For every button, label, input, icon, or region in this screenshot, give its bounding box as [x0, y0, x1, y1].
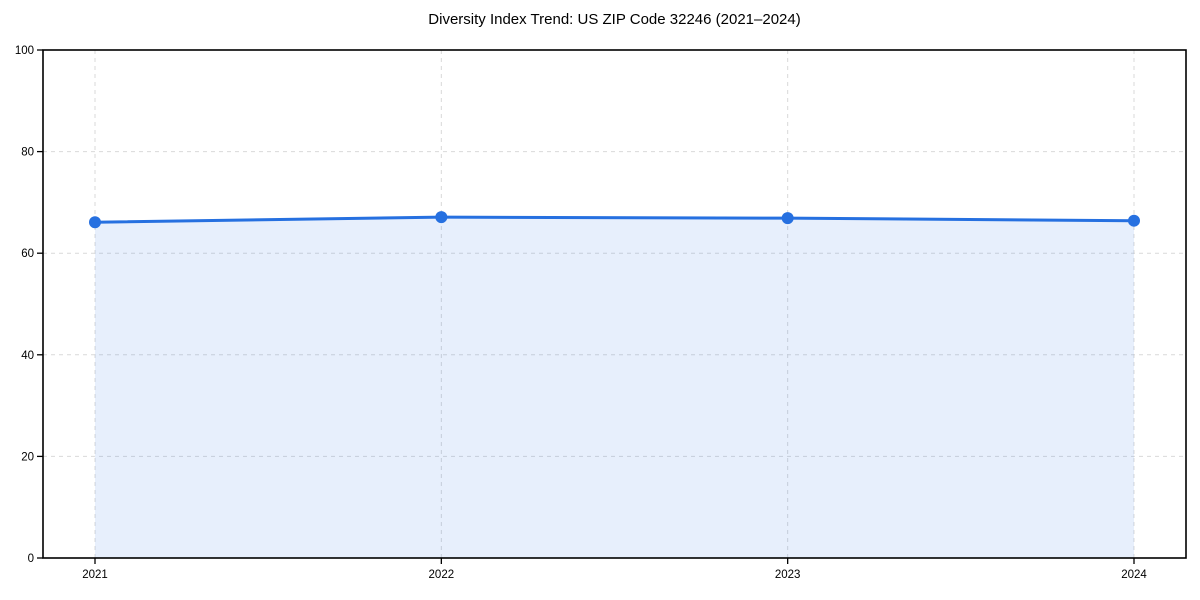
trend-line: [93, 215, 1136, 224]
data-point-marker: [781, 212, 794, 225]
area-fill: [95, 217, 1134, 558]
y-tick-label: 80: [21, 147, 34, 159]
y-tick-label: 20: [21, 451, 34, 463]
y-tick-label: 100: [15, 45, 34, 57]
chart-title: Diversity Index Trend: US ZIP Code 32246…: [428, 11, 801, 28]
y-tick-label: 40: [21, 350, 34, 362]
plot-border: [42, 49, 1187, 559]
y-tick-label: 60: [21, 248, 34, 260]
x-tick-label: 2022: [429, 569, 455, 581]
data-point-marker: [89, 216, 101, 229]
y-tick-label: 0: [28, 553, 34, 565]
x-tick-label: 2021: [82, 569, 108, 581]
x-tick-label: 2024: [1121, 569, 1147, 581]
data-point-marker: [1128, 214, 1140, 227]
x-tick-label: 2023: [775, 569, 801, 581]
data-point-marker: [435, 211, 448, 224]
